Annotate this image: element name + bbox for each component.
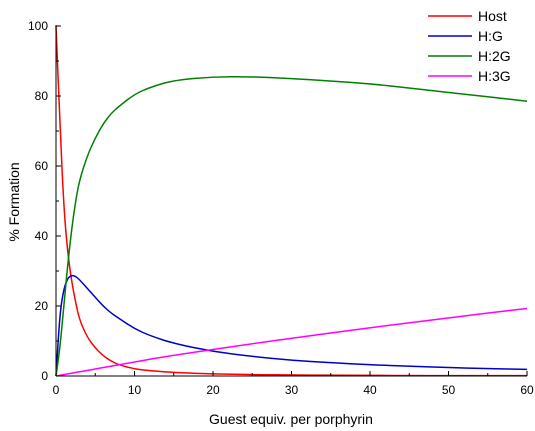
legend-label-h-3g: H:3G [478, 68, 511, 84]
x-tick-label: 40 [363, 383, 377, 397]
series-line-h-3g [55, 307, 528, 377]
x-tick-label: 20 [206, 383, 220, 397]
x-tick-label: 30 [285, 383, 299, 397]
ticks: 0 10 20 30 40 50 60 0 20 40 60 80 100 [28, 19, 534, 397]
x-axis-title: Guest equiv. per porphyrin [209, 411, 373, 427]
legend: Host H:G H:2G H:3G [428, 8, 511, 84]
plot-lines [55, 25, 528, 377]
y-tick-label: 0 [41, 369, 48, 383]
series-line-h-2g [55, 76, 528, 377]
y-tick-label: 100 [28, 19, 48, 33]
y-tick-label: 40 [35, 229, 49, 243]
x-tick-label: 50 [442, 383, 456, 397]
legend-label-h-2g: H:2G [478, 48, 511, 64]
legend-label-h-g: H:G [478, 28, 503, 44]
y-tick-label: 80 [35, 89, 49, 103]
x-tick-label: 60 [520, 383, 534, 397]
y-tick-label: 60 [35, 159, 49, 173]
y-tick-label: 20 [35, 299, 49, 313]
series-line-h-g [55, 274, 528, 377]
x-tick-label: 10 [128, 383, 142, 397]
legend-label-host: Host [478, 8, 507, 24]
x-tick-label: 0 [53, 383, 60, 397]
y-axis-title: % Formation [6, 162, 22, 241]
